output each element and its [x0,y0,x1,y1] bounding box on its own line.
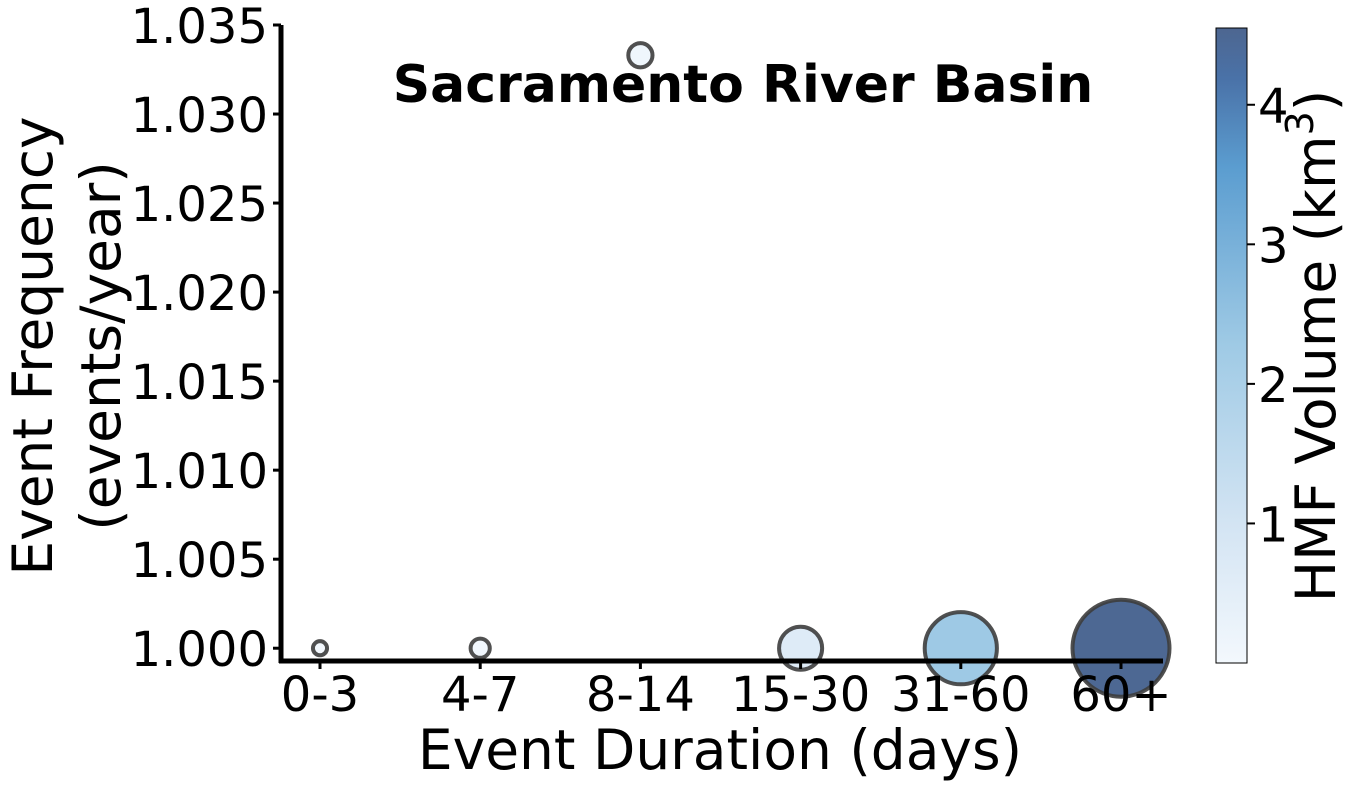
x-tick-label: 15-30 [731,667,870,723]
data-point-4-7 [468,636,492,660]
colorbar-label: HMF Volume (km3) [1278,90,1348,603]
x-tick-label: 60+ [1070,667,1171,723]
x-tick-label: 0-3 [281,667,359,723]
data-point-31-60 [922,610,999,687]
data-points [310,41,1172,699]
colorbar-tick-label: 1 [1258,497,1289,553]
chart-title: Sacramento River Basin [393,55,1094,115]
y-tick-label: 1.010 [131,444,268,500]
y-tick-label: 1.020 [131,266,268,322]
colorbar-label-main: HMF Volume (km [1284,135,1348,602]
y-axis-label-line2: (events/year) [69,161,133,530]
colorbar [1215,27,1248,664]
x-ticks: 0-3 4-7 8-14 15-30 31-60 60+ [281,661,1172,723]
y-tick-label: 1.015 [131,355,268,411]
colorbar-tick-label: 4 [1258,79,1289,135]
colorbar-label-close: ) [1284,90,1348,111]
colorbar-label-sup: 3 [1278,111,1322,135]
y-tick-label: 1.030 [131,88,268,144]
x-tick-label: 8-14 [586,667,695,723]
y-axis-label-line1: Event Frequency [1,116,65,575]
data-point-0-3 [310,639,330,658]
colorbar-ticks: 1 2 3 4 [1247,79,1289,553]
y-tick-label: 1.005 [131,533,268,589]
data-point-8-14 [626,41,655,70]
colorbar-tick-label: 3 [1258,218,1289,274]
colorbar-tick-label: 2 [1258,358,1289,414]
x-tick-label: 31-60 [891,667,1030,723]
y-tick-label: 1.025 [131,177,268,233]
x-tick-label: 4-7 [441,667,519,723]
x-axis-label: Event Duration (days) [418,718,1022,782]
y-tick-label: 1.000 [131,622,268,678]
y-ticks: 1.000 1.005 1.010 1.015 1.020 1.025 1.030 1.035 [131,0,281,678]
data-point-60+ [1070,597,1172,699]
y-tick-label: 1.035 [131,0,268,55]
